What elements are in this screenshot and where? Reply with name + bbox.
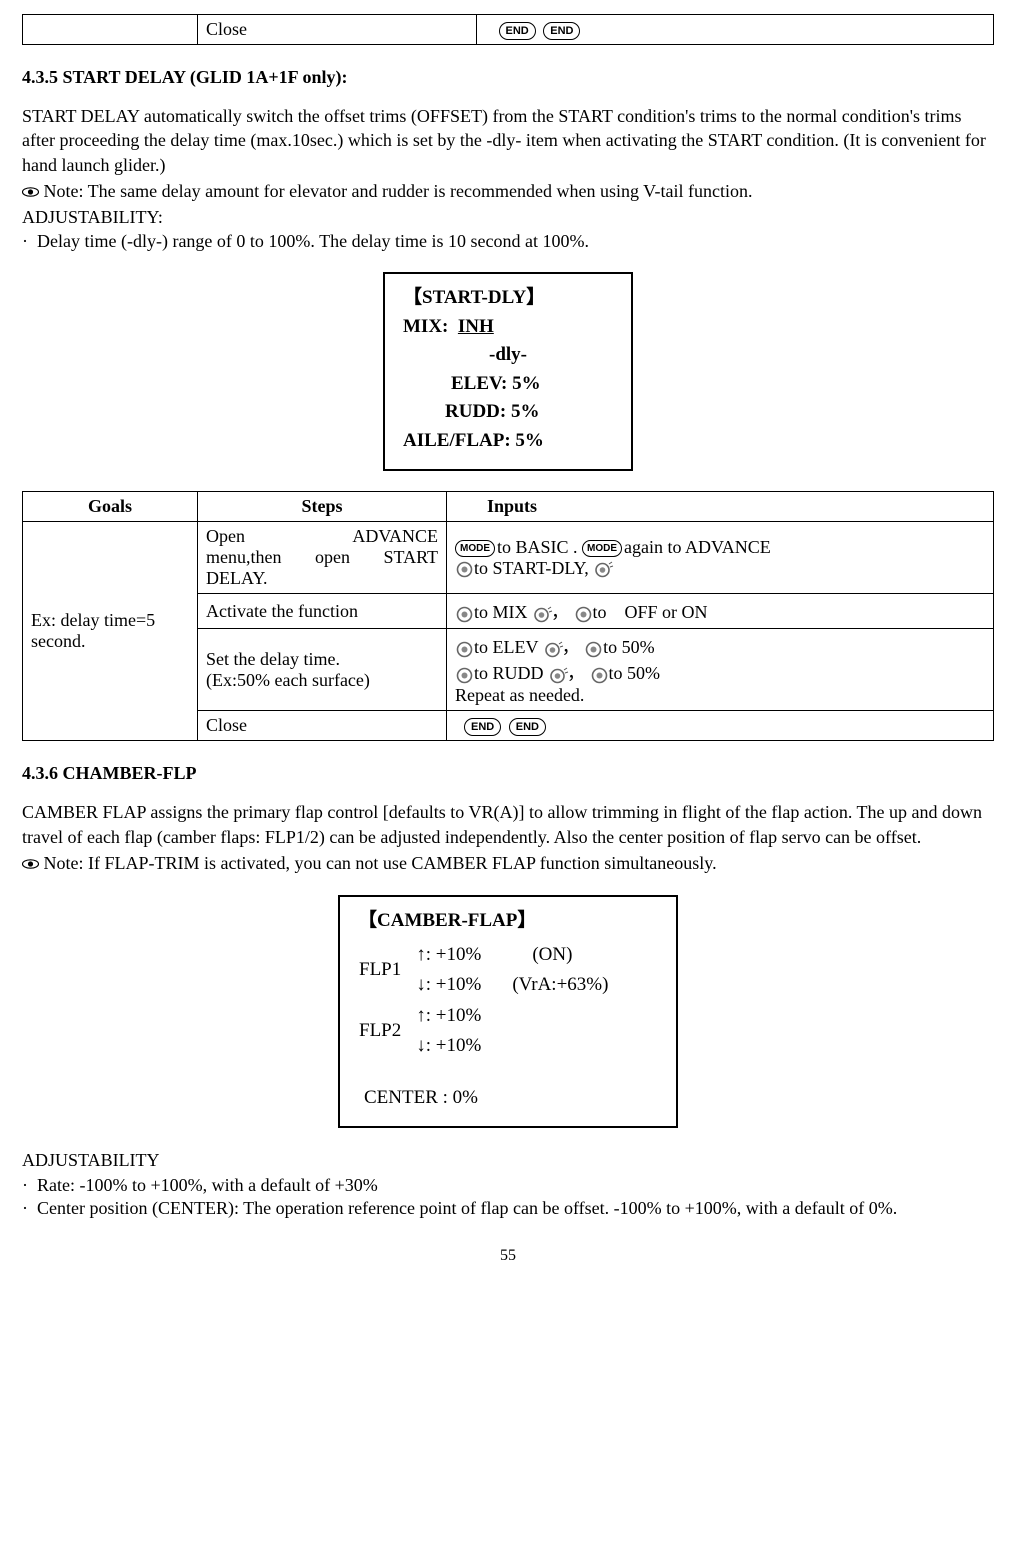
end-icon: END bbox=[543, 22, 580, 40]
section-436-title: 4.3.6 CHAMBER-FLP bbox=[22, 763, 994, 784]
dial-sparkle-icon bbox=[594, 561, 611, 578]
th-inputs: Inputs bbox=[447, 492, 994, 522]
adjustability-item: · Center position (CENTER): The operatio… bbox=[22, 1198, 994, 1219]
page-number: 55 bbox=[22, 1247, 994, 1265]
end-icon: END bbox=[509, 718, 546, 736]
cell-goals: Ex: delay time=5 second. bbox=[23, 522, 198, 741]
section-435-title: 4.3.5 START DELAY (GLID 1A+1F only): bbox=[22, 67, 994, 88]
section-435-note: Note: The same delay amount for elevator… bbox=[22, 179, 994, 203]
dial-icon bbox=[456, 641, 473, 658]
mode-icon: MODE bbox=[582, 540, 622, 557]
cell-inputs: MODEto BASIC . MODEagain to ADVANCE to S… bbox=[447, 522, 994, 594]
lcd-camber-flap: 【CAMBER-FLAP】 FLP1 ↑: +10% (ON) ↓: +10% … bbox=[338, 895, 678, 1128]
cell-steps: Open ADVANCE menu,then open START DELAY. bbox=[198, 522, 447, 594]
close-label: Close bbox=[206, 19, 247, 39]
start-delay-steps-table: Goals Steps Inputs Ex: delay time=5 seco… bbox=[22, 491, 994, 741]
th-goals: Goals bbox=[23, 492, 198, 522]
section-436-para1: CAMBER FLAP assigns the primary flap con… bbox=[22, 800, 994, 849]
note-eye-icon bbox=[22, 187, 39, 197]
dial-sparkle-icon bbox=[544, 641, 561, 658]
dial-sparkle-icon bbox=[533, 606, 550, 623]
adjustability-title-2: ADJUSTABILITY bbox=[22, 1148, 994, 1172]
dial-icon bbox=[456, 606, 473, 623]
dial-icon bbox=[456, 667, 473, 684]
dial-icon bbox=[585, 641, 602, 658]
top-close-table: Close END END bbox=[22, 14, 994, 45]
dial-icon bbox=[456, 561, 473, 578]
th-steps: Steps bbox=[198, 492, 447, 522]
cell-inputs: to ELEV ， to 50% to RUDD ， to 50% Repeat… bbox=[447, 629, 994, 711]
cell-steps: Activate the function bbox=[198, 594, 447, 629]
adjustability-item: · Rate: -100% to +100%, with a default o… bbox=[22, 1175, 994, 1196]
dial-sparkle-icon bbox=[549, 667, 566, 684]
cell-steps: Set the delay time.(Ex:50% each surface) bbox=[198, 629, 447, 711]
lcd-start-dly: 【START-DLY】 MIX: INH -dly- ELEV: 5% RUDD… bbox=[383, 272, 633, 471]
cell-inputs: END END bbox=[447, 711, 994, 741]
dial-icon bbox=[575, 606, 592, 623]
cell-inputs: to MIX ， to OFF or ON bbox=[447, 594, 994, 629]
section-436-note: Note: If FLAP-TRIM is activated, you can… bbox=[22, 851, 994, 875]
adjustability-title: ADJUSTABILITY: bbox=[22, 205, 994, 229]
note-eye-icon bbox=[22, 859, 39, 869]
mode-icon: MODE bbox=[455, 540, 495, 557]
section-435-para1: START DELAY automatically switch the off… bbox=[22, 104, 994, 177]
cell-steps: Close bbox=[198, 711, 447, 741]
adjustability-item: · Delay time (-dly-) range of 0 to 100%.… bbox=[22, 231, 994, 252]
end-icon: END bbox=[499, 22, 536, 40]
dial-icon bbox=[591, 667, 608, 684]
end-icon: END bbox=[464, 718, 501, 736]
